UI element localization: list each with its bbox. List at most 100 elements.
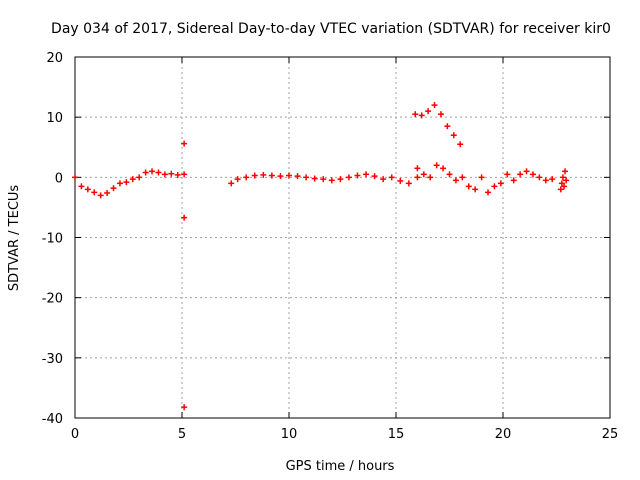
data-point — [504, 171, 511, 178]
y-tick-label: 0 — [55, 171, 63, 186]
x-axis-label: GPS time / hours — [286, 459, 395, 474]
data-point — [450, 132, 457, 139]
data-point — [303, 174, 310, 181]
y-tick-labels: -40 -30 -20 -10 0 10 20 — [42, 51, 63, 427]
chart-title: Day 034 of 2017, Sidereal Day-to-day VTE… — [51, 21, 611, 37]
data-point — [542, 177, 549, 184]
data-point — [181, 404, 188, 411]
data-point — [459, 174, 466, 181]
data-point — [123, 179, 130, 186]
data-point — [136, 174, 143, 181]
data-point — [418, 112, 425, 119]
x-tick-labels: 0 5 10 15 20 25 — [71, 427, 618, 442]
y-tick-label: -30 — [42, 352, 63, 367]
data-point — [557, 186, 564, 193]
data-point — [444, 123, 451, 130]
x-tick-label: 15 — [388, 427, 405, 442]
data-point — [268, 172, 275, 179]
y-tick-label: -10 — [42, 232, 63, 247]
data-point — [328, 177, 335, 184]
data-point — [559, 174, 566, 181]
y-tick-label: -40 — [42, 412, 63, 427]
data-point — [412, 111, 419, 118]
data-point — [478, 174, 485, 181]
data-point — [78, 183, 85, 190]
data-point — [286, 172, 292, 179]
data-point — [371, 173, 378, 180]
data-point — [104, 189, 111, 196]
grid-lines — [75, 57, 610, 418]
data-point — [405, 180, 412, 187]
data-point — [414, 174, 421, 181]
data-point — [440, 165, 447, 172]
data-point — [560, 183, 567, 190]
data-point — [345, 174, 352, 181]
data-point — [110, 185, 117, 192]
x-tick-label: 5 — [178, 427, 186, 442]
data-point — [446, 171, 453, 178]
data-point — [72, 174, 78, 181]
data-point — [149, 168, 156, 175]
data-point — [536, 174, 543, 181]
data-point — [414, 165, 421, 172]
data-point — [181, 171, 188, 178]
data-point — [161, 171, 168, 178]
data-point — [380, 176, 387, 183]
data-point — [433, 162, 440, 169]
data-point — [142, 169, 149, 176]
data-point — [181, 214, 188, 221]
data-point — [91, 189, 98, 196]
data-point — [84, 186, 91, 193]
data-point — [234, 176, 241, 183]
x-tick-label: 0 — [71, 427, 79, 442]
x-tick-label: 25 — [602, 427, 619, 442]
data-point — [363, 171, 370, 178]
axis-ticks — [74, 56, 611, 419]
data-point — [452, 177, 459, 184]
data-point — [320, 176, 327, 183]
data-point — [517, 171, 524, 178]
data-point — [116, 180, 123, 187]
data-point — [558, 180, 565, 187]
data-point — [485, 189, 492, 196]
data-point — [251, 172, 258, 179]
data-point — [497, 180, 504, 187]
data-point — [97, 192, 104, 199]
data-point — [425, 108, 432, 115]
data-point — [562, 168, 569, 175]
data-point — [437, 111, 444, 118]
data-point — [472, 186, 479, 193]
data-point — [354, 172, 361, 179]
data-point — [427, 174, 434, 181]
data-point — [129, 176, 136, 183]
data-point — [420, 171, 427, 178]
data-point — [563, 177, 570, 184]
data-point — [181, 140, 188, 147]
data-point — [277, 173, 284, 180]
data-point — [431, 102, 438, 109]
data-points — [72, 102, 570, 411]
data-point — [168, 170, 175, 177]
data-point — [465, 183, 472, 190]
data-point — [457, 141, 464, 148]
x-tick-label: 10 — [281, 427, 298, 442]
data-point — [510, 177, 517, 184]
y-tick-label: 10 — [46, 111, 63, 126]
data-point — [388, 174, 395, 181]
data-point — [155, 169, 162, 176]
y-axis-label: SDTVAR / TECUs — [7, 185, 22, 292]
data-point — [337, 176, 344, 183]
data-point — [491, 183, 498, 190]
data-point — [174, 171, 181, 178]
x-tick-label: 20 — [495, 427, 512, 442]
data-point — [311, 175, 318, 182]
data-point — [228, 180, 235, 187]
data-point — [549, 176, 556, 183]
y-tick-label: -20 — [42, 292, 63, 307]
data-point — [529, 171, 536, 178]
data-point — [294, 173, 301, 180]
data-point — [243, 174, 250, 181]
y-tick-label: 20 — [46, 51, 63, 66]
data-point — [397, 177, 404, 184]
